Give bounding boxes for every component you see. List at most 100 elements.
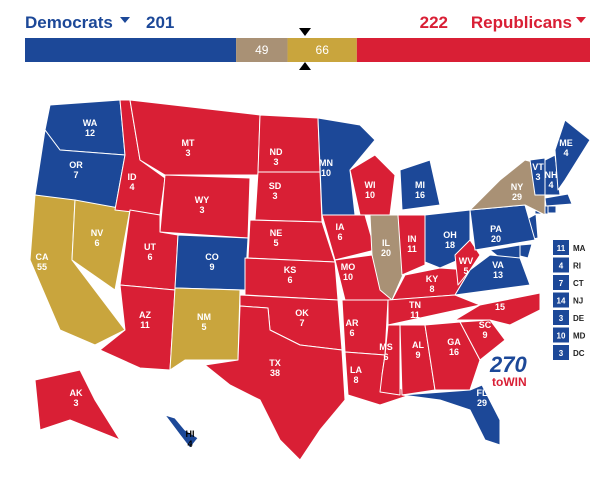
state-abbr: TN bbox=[409, 300, 421, 310]
state-abbr: WA bbox=[83, 118, 98, 128]
state-ev: 11 bbox=[410, 310, 420, 320]
state-abbr: AL bbox=[412, 340, 424, 350]
state-abbr: TX bbox=[269, 358, 281, 368]
state-ev: 5 bbox=[463, 266, 468, 276]
small-state-abbr: MA bbox=[573, 244, 586, 253]
state-abbr: MN bbox=[319, 158, 333, 168]
state-abbr: MI bbox=[415, 180, 425, 190]
state-ev: 10 bbox=[343, 272, 353, 282]
state-abbr: AR bbox=[346, 318, 359, 328]
state-ev: 20 bbox=[491, 234, 501, 244]
state[interactable] bbox=[424, 321, 481, 391]
state[interactable] bbox=[254, 171, 323, 223]
state[interactable] bbox=[169, 287, 241, 371]
state-abbr: VA bbox=[492, 260, 504, 270]
state-ev: 4 bbox=[563, 148, 568, 158]
state-abbr: MO bbox=[341, 262, 356, 272]
dropdown-caret[interactable] bbox=[120, 17, 130, 23]
state-abbr: ID bbox=[128, 172, 138, 182]
state-abbr: WY bbox=[195, 195, 210, 205]
state-ev: 11 bbox=[407, 244, 417, 254]
state[interactable] bbox=[397, 214, 426, 276]
state-abbr: IA bbox=[336, 222, 346, 232]
state-abbr: WV bbox=[459, 256, 474, 266]
state-ev: 38 bbox=[270, 368, 280, 378]
state-abbr: CO bbox=[205, 252, 219, 262]
state[interactable] bbox=[257, 114, 321, 173]
small-state-box[interactable] bbox=[553, 257, 569, 273]
state-ev: 55 bbox=[37, 262, 47, 272]
state-abbr: LA bbox=[350, 365, 362, 375]
state[interactable] bbox=[399, 159, 441, 211]
small-state-box[interactable] bbox=[553, 310, 569, 325]
score-segment[interactable] bbox=[356, 38, 590, 62]
small-state-box[interactable] bbox=[553, 292, 569, 308]
score-segment[interactable] bbox=[25, 38, 237, 62]
state[interactable] bbox=[34, 369, 121, 441]
state-abbr: SC bbox=[479, 320, 492, 330]
dropdown-caret[interactable] bbox=[576, 17, 586, 23]
state[interactable] bbox=[349, 154, 396, 216]
small-state-ev: 14 bbox=[557, 297, 566, 306]
rep-total: 222 bbox=[420, 13, 448, 32]
rep-name[interactable]: Republicans bbox=[471, 13, 572, 32]
small-state-box[interactable] bbox=[553, 345, 569, 360]
state-abbr: IN bbox=[408, 234, 417, 244]
state-ev: 6 bbox=[147, 252, 152, 262]
small-state-box[interactable] bbox=[553, 240, 569, 255]
state[interactable] bbox=[129, 99, 261, 176]
state[interactable] bbox=[164, 414, 199, 449]
state-ev: 3 bbox=[273, 157, 278, 167]
state-shape bbox=[519, 243, 533, 259]
state-abbr: VT bbox=[532, 162, 544, 172]
dem-name[interactable]: Democrats bbox=[25, 13, 113, 32]
state-abbr: GA bbox=[447, 337, 461, 347]
state-ev: 13 bbox=[493, 270, 503, 280]
state-ev: 9 bbox=[482, 330, 487, 340]
state[interactable] bbox=[454, 239, 481, 286]
state[interactable] bbox=[454, 292, 541, 326]
state-ev: 6 bbox=[94, 238, 99, 248]
dem-total: 201 bbox=[146, 13, 174, 32]
midpoint-marker bbox=[299, 62, 311, 70]
small-state-ev: 4 bbox=[559, 262, 564, 271]
score-segment[interactable] bbox=[236, 38, 288, 62]
segment-label: 49 bbox=[255, 43, 269, 57]
small-state-abbr: DE bbox=[573, 314, 585, 323]
state[interactable] bbox=[247, 219, 336, 263]
small-state-abbr: NJ bbox=[573, 297, 583, 306]
state[interactable] bbox=[554, 119, 591, 191]
state-shape bbox=[547, 205, 557, 214]
state[interactable] bbox=[159, 174, 251, 239]
small-state-box[interactable] bbox=[553, 275, 569, 290]
state-shape bbox=[544, 193, 573, 207]
state-abbr: AZ bbox=[139, 310, 151, 320]
state-abbr: NV bbox=[91, 228, 104, 238]
small-state-ev: 3 bbox=[559, 314, 564, 323]
small-state-box[interactable] bbox=[553, 327, 569, 343]
state[interactable] bbox=[469, 204, 536, 251]
state-ev: 7 bbox=[299, 318, 304, 328]
logo-number[interactable]: 270 bbox=[489, 352, 527, 377]
state-ev: 5 bbox=[201, 322, 206, 332]
score-segment[interactable] bbox=[287, 38, 357, 62]
state[interactable] bbox=[401, 384, 501, 446]
state-abbr: NC bbox=[494, 292, 507, 302]
state-ev: 6 bbox=[349, 328, 354, 338]
state[interactable] bbox=[204, 305, 346, 461]
state-ev: 6 bbox=[337, 232, 342, 242]
small-state-ev: 3 bbox=[559, 349, 564, 358]
state[interactable] bbox=[454, 254, 531, 296]
state[interactable] bbox=[71, 199, 131, 291]
logo-tag[interactable]: toWIN bbox=[492, 375, 527, 389]
state-ev: 29 bbox=[512, 192, 522, 202]
state-ev: 4 bbox=[129, 182, 134, 192]
state-abbr: NY bbox=[511, 182, 524, 192]
state-abbr: MT bbox=[182, 138, 195, 148]
state-ev: 29 bbox=[477, 398, 487, 408]
state[interactable] bbox=[459, 319, 506, 361]
state-ev: 3 bbox=[535, 172, 540, 182]
state-abbr: FL bbox=[477, 388, 488, 398]
